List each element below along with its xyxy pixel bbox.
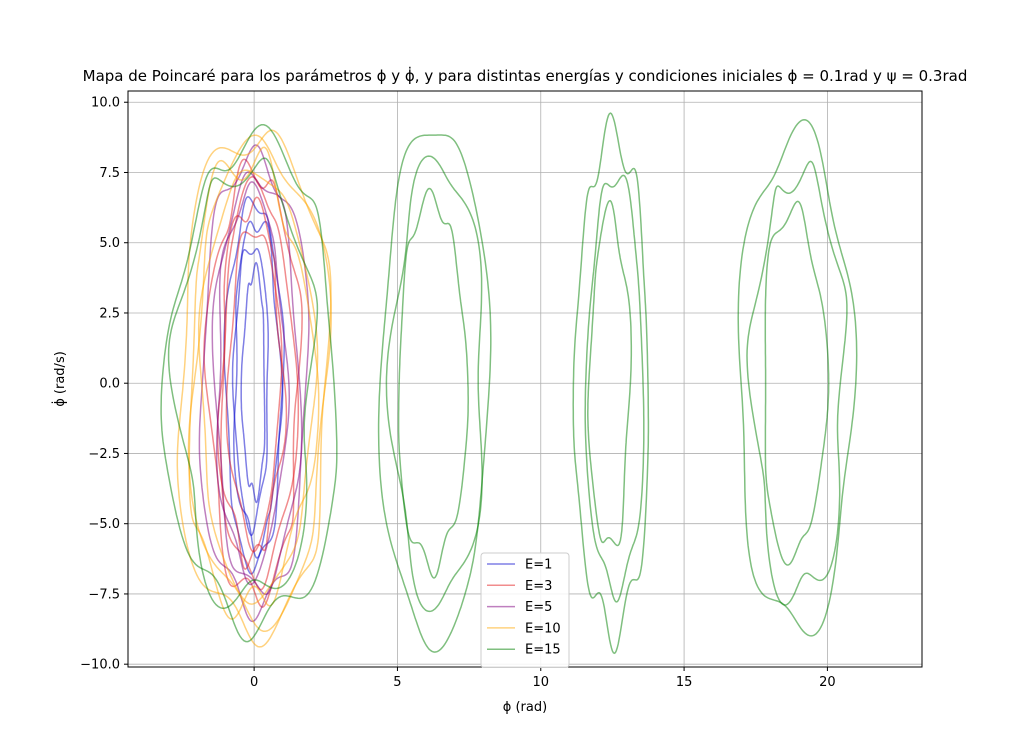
x-ticks: 0 5 10 15 20 [250,667,836,690]
x-tick-label: 10 [532,675,549,690]
y-tick-label: 5.0 [99,236,120,251]
x-axis-label: ϕ (rad) [503,700,547,715]
poincare-curve [240,261,266,504]
x-tick-label: 15 [676,675,693,690]
y-axis-label: ϕ̇ (rad/s) [52,351,68,407]
legend-label: E=3 [525,579,552,594]
y-tick-label: 10.0 [91,96,120,111]
poincare-curve [225,231,283,553]
y-tick-label: −7.5 [88,587,120,602]
poincare-curve [187,134,332,633]
poincare-curve [377,134,492,653]
poincare-curve [231,247,269,537]
x-tick-label: 20 [819,675,836,690]
legend-label: E=5 [525,600,552,615]
poincare-curve [572,112,650,655]
poincare-curve [215,181,291,586]
legend: E=1 E=3 E=5 E=10 E=15 [480,552,570,668]
y-tick-label: 0.0 [99,377,120,392]
poincare-curve [167,157,319,610]
poincare-curve [587,199,633,547]
legend-box [480,552,570,668]
legend-label: E=15 [525,643,561,658]
x-tick-label: 0 [250,675,258,690]
series-e-10 [176,129,332,648]
series-e-1 [223,196,285,575]
y-tick-label: 7.5 [99,166,120,181]
legend-label: E=10 [525,621,561,636]
poincare-curve [233,220,284,559]
poincare-curve [584,174,645,603]
x-tick-label: 5 [393,675,401,690]
chart-title: Mapa de Poincaré para los parámetros ϕ y… [83,66,968,85]
legend-label: E=1 [525,558,552,573]
y-tick-label: −10.0 [80,658,120,673]
grid-lines [128,91,922,667]
poincare-curve [764,200,830,566]
poincare-curve [385,155,483,613]
poincare-curve [188,146,320,620]
poincare-curve [737,119,858,637]
y-tick-label: 2.5 [99,306,120,321]
poincare-curve [197,169,319,605]
poincare-curve [160,124,338,643]
poincare-curve [746,160,848,606]
poincare-curve [397,187,469,579]
y-tick-label: −2.5 [88,447,120,462]
plot-area [160,112,858,655]
y-ticks: −10.0 −7.5 −5.0 −2.5 0.0 2.5 5.0 7.5 10.0 [80,96,128,673]
series-e-15 [160,112,858,655]
poincare-curve [220,176,300,591]
y-tick-label: −5.0 [88,517,120,532]
